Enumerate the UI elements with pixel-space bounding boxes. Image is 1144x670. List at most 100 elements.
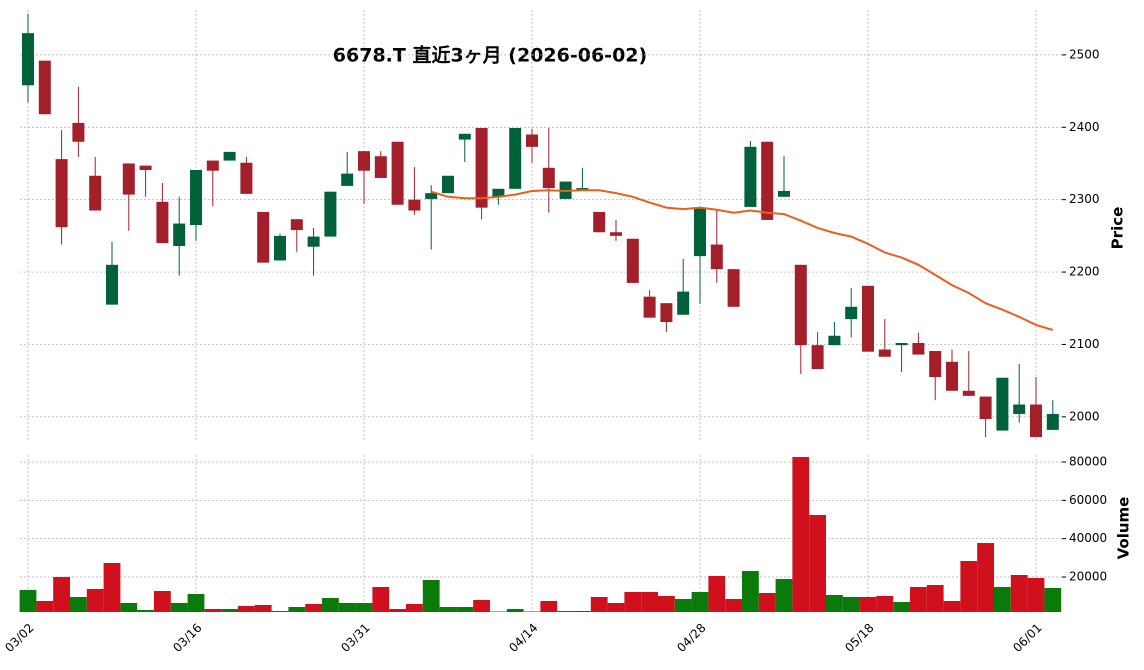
volume-bar <box>86 588 104 612</box>
volume-bar <box>372 587 390 612</box>
candle-body <box>173 223 186 246</box>
candle-body <box>845 306 858 320</box>
candle-body <box>878 349 891 357</box>
candle-body <box>996 377 1009 431</box>
volume-bar <box>809 515 826 612</box>
volume-bar <box>170 602 188 612</box>
volume-bar <box>473 600 490 612</box>
x-tick-label: 04/28 <box>674 621 708 655</box>
volume-bar <box>893 601 910 612</box>
volume-bar <box>674 599 692 612</box>
volume-bar <box>506 608 524 612</box>
volume-bar <box>960 560 978 612</box>
candle-body <box>89 175 102 211</box>
candle-body <box>643 296 656 318</box>
candle-body <box>139 165 152 170</box>
volume-bar <box>36 600 54 612</box>
volume-bar <box>574 610 591 612</box>
volume-bar <box>137 609 154 612</box>
candle-body <box>156 201 169 244</box>
candle-body <box>1046 413 1059 430</box>
candle-body <box>962 390 975 396</box>
volume-bar <box>775 578 793 612</box>
candle-body <box>290 219 303 231</box>
volume-bar <box>876 595 894 612</box>
volume-bar <box>540 600 558 612</box>
volume-bar <box>842 596 860 612</box>
candle-body <box>610 232 622 236</box>
candle-body <box>341 173 354 186</box>
volume-bar <box>154 590 171 612</box>
candle-body <box>1030 404 1042 438</box>
volume-bar <box>439 606 457 612</box>
y-tick-label: 2200 <box>1069 265 1100 279</box>
candle-body <box>946 361 958 391</box>
candle-body <box>257 211 270 263</box>
candle-body <box>72 122 85 142</box>
volume-bar <box>204 608 222 612</box>
candle-body <box>324 191 337 237</box>
volume-bar <box>456 606 474 612</box>
volume-bar <box>742 571 759 612</box>
volume-bar <box>977 543 994 612</box>
candle-body <box>660 303 673 323</box>
volume-bar <box>389 608 406 612</box>
volume-bar <box>758 593 776 612</box>
candle-body <box>274 235 286 261</box>
candle-body <box>190 169 202 225</box>
candle-body <box>509 127 522 189</box>
candle-body <box>895 342 908 346</box>
candle-body <box>862 285 874 352</box>
candle-body <box>526 134 538 147</box>
volume-bar <box>691 591 709 612</box>
volume-bar <box>725 599 742 612</box>
volume-bar <box>70 596 87 612</box>
candle-body <box>391 141 404 205</box>
volume-bar <box>792 457 810 612</box>
candle-body <box>492 188 505 197</box>
candle-body <box>811 345 824 370</box>
candle-body <box>727 269 740 307</box>
candle-body <box>694 207 706 257</box>
candle-body <box>929 350 942 378</box>
x-tick-label: 04/14 <box>506 621 540 655</box>
moving-average <box>430 189 1054 331</box>
volume-tick-label: 60000 <box>1069 493 1107 507</box>
candle-body <box>778 190 790 197</box>
candle-body <box>122 163 135 195</box>
volume-bar <box>943 600 961 612</box>
candle-body <box>223 151 236 161</box>
volume-bar <box>19 589 37 612</box>
candle-body <box>593 211 606 233</box>
volume-axis-label: Volume <box>1115 497 1133 560</box>
x-tick-label: 05/18 <box>842 621 876 655</box>
candle-body <box>1013 404 1026 414</box>
volume-bar <box>271 610 289 612</box>
x-tick-label: 03/16 <box>170 621 204 655</box>
candle-body <box>626 238 639 283</box>
candle-body <box>744 146 757 207</box>
candle-body <box>475 127 488 208</box>
candle-body <box>38 60 51 115</box>
candle-body <box>828 335 841 346</box>
volume-bar <box>221 608 238 612</box>
candle-body <box>542 167 555 189</box>
volume-bar <box>322 597 339 612</box>
volume-bar <box>422 580 440 612</box>
volume-bar <box>120 602 138 612</box>
y-axis-label: Price <box>1109 207 1127 250</box>
volume-tick-label: 20000 <box>1069 570 1107 584</box>
volume-bar <box>355 602 373 612</box>
volume-bar <box>590 596 608 612</box>
volume-bar <box>238 606 255 612</box>
x-tick-label: 03/02 <box>2 621 36 655</box>
candle-body <box>408 199 421 211</box>
candle-body <box>240 162 253 194</box>
volume-bar <box>658 595 675 612</box>
candle-body <box>761 141 774 220</box>
volume-bar <box>926 584 944 612</box>
candle-body <box>458 133 471 140</box>
volume-bar <box>607 602 625 612</box>
